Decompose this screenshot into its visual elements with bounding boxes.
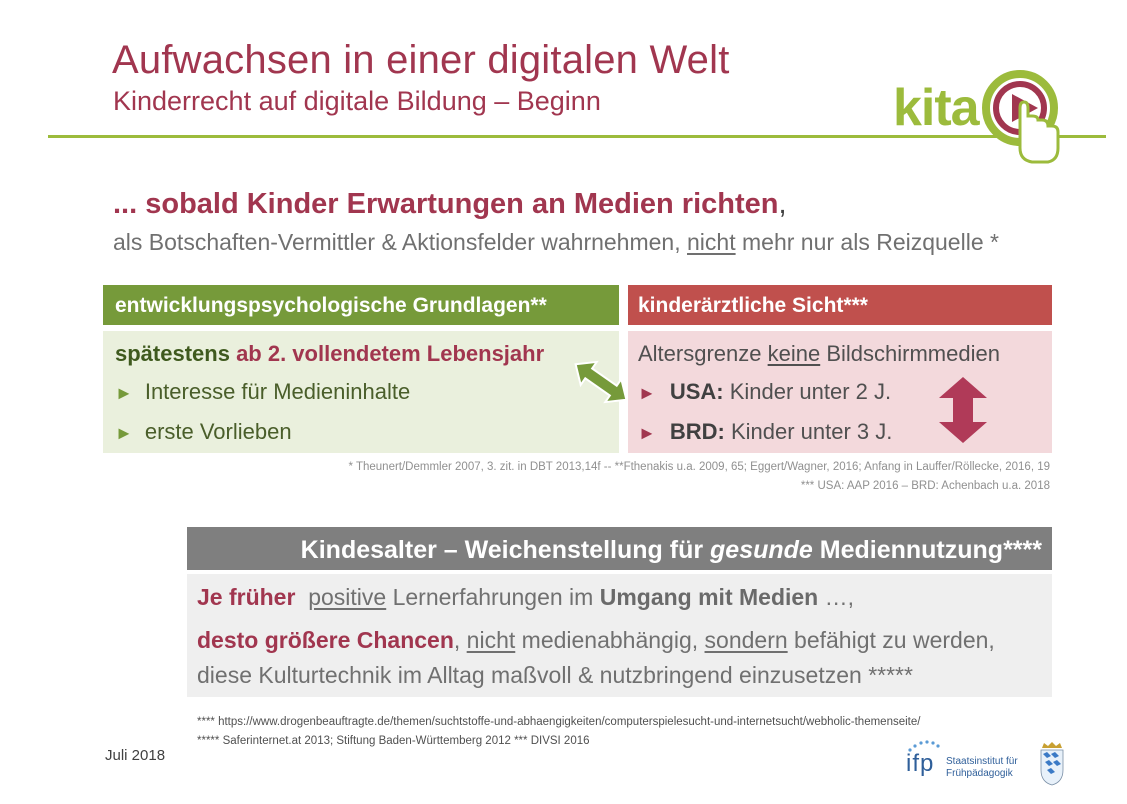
date-label: Juli 2018 (105, 747, 166, 764)
grey-box-body: Je früher positive Lernerfahrungen im Um… (187, 574, 1052, 697)
left-bullet-1: ► Interesse für Medieninhalte (115, 379, 410, 405)
grey-line2-part3: befähigt zu werden, (787, 627, 995, 653)
vertical-double-arrow-icon (939, 377, 987, 443)
right-box-line1: Altersgrenze keine Bildschirmmedien (638, 341, 1000, 367)
double-arrow-icon (574, 360, 628, 404)
grey-line2-underlined2: sondern (704, 627, 788, 653)
ifp-logo: ifp Staatsinstitut für Frühpädagogik (900, 738, 1065, 790)
triangle-bullet-icon: ► (115, 423, 133, 443)
grey-line-3: diese Kulturtechnik im Alltag maßvoll & … (197, 662, 913, 688)
headline-sub-part1: als Botschaften-Vermittler & Aktionsfeld… (113, 229, 688, 255)
right-box-body: Altersgrenze keine Bildschirmmedien ► USA… (628, 331, 1052, 453)
right-line1-part2: Bildschirmmedien (820, 341, 1000, 366)
footnote-sources-2: *** USA: AAP 2016 – BRD: Achenbach u.a. … (800, 480, 1050, 492)
headline-comma: , (778, 188, 787, 220)
right-bullet-usa: ► USA: Kinder unter 2 J. (638, 379, 891, 405)
ifp-acronym: ifp (906, 750, 935, 777)
grey-line2-part2: medienabhängig, (515, 627, 705, 653)
grey-heading-italic: gesunde (710, 536, 813, 564)
headline-main: ... sobald Kinder Erwartungen an Medien … (113, 188, 779, 220)
kita-logo: kita (888, 60, 1068, 170)
kita-logo-text: kita (893, 79, 980, 137)
right-bullet-usa-text: Kinder unter 2 J. (723, 379, 892, 404)
right-line1-part1: Altersgrenze (638, 341, 768, 366)
ifp-name-line2: Frühpädagogik (946, 768, 1013, 779)
left-box-body: spätestens ab 2. vollendetem Lebensjahr … (103, 331, 619, 453)
left-box-heading: entwicklungspsychologische Grundlagen** (103, 285, 619, 325)
headline: ... sobald Kinder Erwartungen an Medien … (113, 188, 787, 221)
grey-line2-part1: , (453, 627, 467, 653)
kita-logo-graphic (982, 70, 1060, 164)
right-line1-underlined: keine (767, 341, 821, 366)
triangle-bullet-icon: ► (115, 383, 133, 403)
grey-line1-end: …, (818, 584, 855, 610)
grey-line2-red: desto größere Chancen (197, 627, 454, 653)
right-bullet-usa-label: USA: (669, 379, 724, 404)
grey-line1-underlined: positive (308, 584, 387, 610)
grey-line2-underlined1: nicht (466, 627, 516, 653)
grey-box-heading: Kindesalter – Weichenstellung für gesund… (187, 527, 1052, 570)
ifp-dots-graphic (908, 740, 940, 752)
right-bullet-brd: ► BRD: Kinder unter 3 J. (638, 419, 892, 445)
ifp-name-line1: Staatsinstitut für (946, 756, 1018, 767)
bavarian-crest-icon (1040, 742, 1064, 786)
left-bullet-2-text: erste Vorlieben (144, 419, 292, 444)
grey-line-2: desto größere Chancen, nicht medienabhän… (197, 627, 995, 654)
grey-heading-part2: Mediennutzung**** (812, 536, 1042, 564)
left-bullet-1-text: Interesse für Medieninhalte (144, 379, 411, 404)
left-box-line1: spätestens ab 2. vollendetem Lebensjahr (115, 341, 544, 367)
right-bullet-brd-text: Kinder unter 3 J. (724, 419, 893, 444)
ifp-institute-name: Staatsinstitut für Frühpädagogik (946, 756, 1018, 780)
footnote-link[interactable]: **** https://www.drogenbeauftragte.de/th… (197, 716, 921, 728)
headline-sub-underlined: nicht (687, 229, 736, 255)
footnote-sources-1: * Theunert/Demmler 2007, 3. zit. in DBT … (348, 461, 1051, 473)
grey-line1-red: Je früher (197, 584, 296, 610)
left-line1-prefix: spätestens (115, 341, 237, 366)
grey-heading-part1: Kindesalter – Weichenstellung für (300, 536, 711, 564)
page-title: Aufwachsen in einer digitalen Welt (112, 38, 730, 82)
right-bullet-brd-label: BRD: (669, 419, 725, 444)
page-subtitle: Kinderrecht auf digitale Bildung – Begin… (113, 86, 601, 116)
left-line1-highlight: ab 2. vollendetem Lebensjahr (236, 341, 545, 366)
headline-sub-part2: mehr nur als Reizquelle * (735, 229, 999, 255)
grey-line1-part1: Lernerfahrungen im (386, 584, 600, 610)
header-divider (48, 135, 1106, 138)
headline-subtext: als Botschaften-Vermittler & Aktionsfeld… (113, 229, 999, 256)
right-box-heading: kinderärztliche Sicht*** (628, 285, 1052, 325)
triangle-bullet-icon: ► (638, 423, 656, 443)
footnote-sources-3: ***** Saferinternet.at 2013; Stiftung Ba… (197, 735, 590, 747)
left-bullet-2: ► erste Vorlieben (115, 419, 292, 445)
grey-line-1: Je früher positive Lernerfahrungen im Um… (197, 584, 854, 611)
grey-line1-bold: Umgang mit Medien (599, 584, 819, 610)
triangle-bullet-icon: ► (638, 383, 656, 403)
